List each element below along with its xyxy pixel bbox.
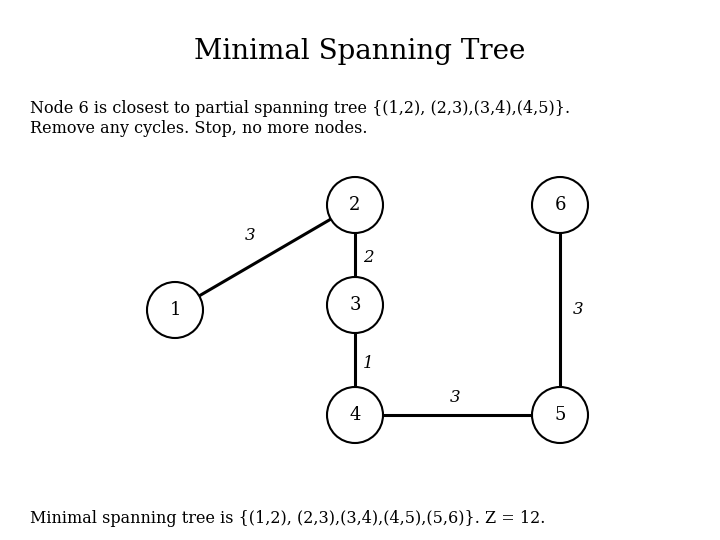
Text: Minimal spanning tree is {(1,2), (2,3),(3,4),(4,5),(5,6)}. Z = 12.: Minimal spanning tree is {(1,2), (2,3),(… [30,510,545,527]
Text: 4: 4 [349,406,361,424]
Text: Node 6 is closest to partial spanning tree {(1,2), (2,3),(3,4),(4,5)}.: Node 6 is closest to partial spanning tr… [30,100,570,117]
Text: 1: 1 [363,354,373,372]
Ellipse shape [532,387,588,443]
Ellipse shape [532,177,588,233]
Text: 2: 2 [363,248,373,266]
Text: 1: 1 [169,301,181,319]
Ellipse shape [327,177,383,233]
Text: 3: 3 [572,301,583,319]
Ellipse shape [327,277,383,333]
Text: Minimal Spanning Tree: Minimal Spanning Tree [194,38,526,65]
Text: Remove any cycles. Stop, no more nodes.: Remove any cycles. Stop, no more nodes. [30,120,367,137]
Text: 3: 3 [450,389,460,407]
Ellipse shape [327,387,383,443]
Text: 3: 3 [349,296,361,314]
Text: 2: 2 [349,196,361,214]
Text: 6: 6 [554,196,566,214]
Text: 5: 5 [554,406,566,424]
Ellipse shape [147,282,203,338]
Text: 3: 3 [245,226,256,244]
